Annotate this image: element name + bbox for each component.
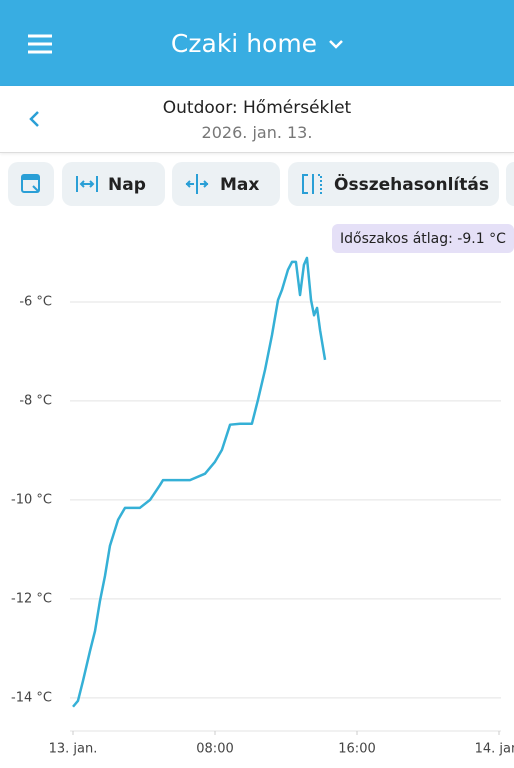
y-tick-label: -10 °C	[11, 492, 52, 507]
x-tick-label: 14. jan.	[475, 742, 514, 757]
more-button[interactable]	[506, 162, 514, 206]
average-badge	[332, 224, 514, 253]
menu-button[interactable]	[28, 34, 52, 54]
x-tick-label: 16:00	[338, 742, 375, 757]
x-tick-label: 08:00	[196, 742, 233, 757]
back-button[interactable]	[29, 111, 39, 127]
calendar-icon	[21, 174, 40, 193]
compare-svg: Összehasonlítás	[302, 173, 489, 195]
button-label: Összehasonlítás	[334, 173, 489, 195]
date[interactable]: 2026. jan. 13.	[202, 123, 313, 142]
chart: Időszakos átlag: -9.1 °C -6 °C -8 °C -10 °…	[11, 224, 514, 757]
x-tick-label: 13. jan.	[49, 742, 98, 757]
temperature-line	[72, 256, 327, 708]
subheader: Outdoor: Hőmérséklet 2026. jan. 13.	[0, 86, 514, 153]
max-button[interactable]: Max	[172, 162, 280, 206]
max-svg: Max	[185, 174, 259, 195]
y-tick-label: -8 °C	[19, 393, 52, 408]
average-label: Időszakos átlag: -9.1 °C	[340, 231, 506, 247]
button-label: Nap	[108, 175, 146, 195]
subheader-svg: Outdoor: Hőmérséklet 2026. jan. 13.	[29, 98, 352, 142]
compare-button[interactable]: Összehasonlítás	[288, 162, 499, 206]
header-title[interactable]: Czaki home	[171, 29, 317, 58]
dropdown-chevron[interactable]	[329, 40, 343, 49]
calendar-button[interactable]	[8, 162, 54, 206]
entity-name: Outdoor: Hőmérséklet	[163, 98, 352, 118]
button-label: Max	[220, 175, 259, 195]
day-button[interactable]: Nap	[62, 162, 165, 206]
y-tick-label: -14 °C	[11, 690, 52, 705]
header-svg: Czaki home	[28, 29, 343, 58]
app-header: Czaki home	[0, 0, 514, 86]
y-tick-label: -6 °C	[19, 294, 52, 309]
day-svg: Nap	[76, 175, 146, 195]
y-tick-label: -12 °C	[11, 591, 52, 606]
